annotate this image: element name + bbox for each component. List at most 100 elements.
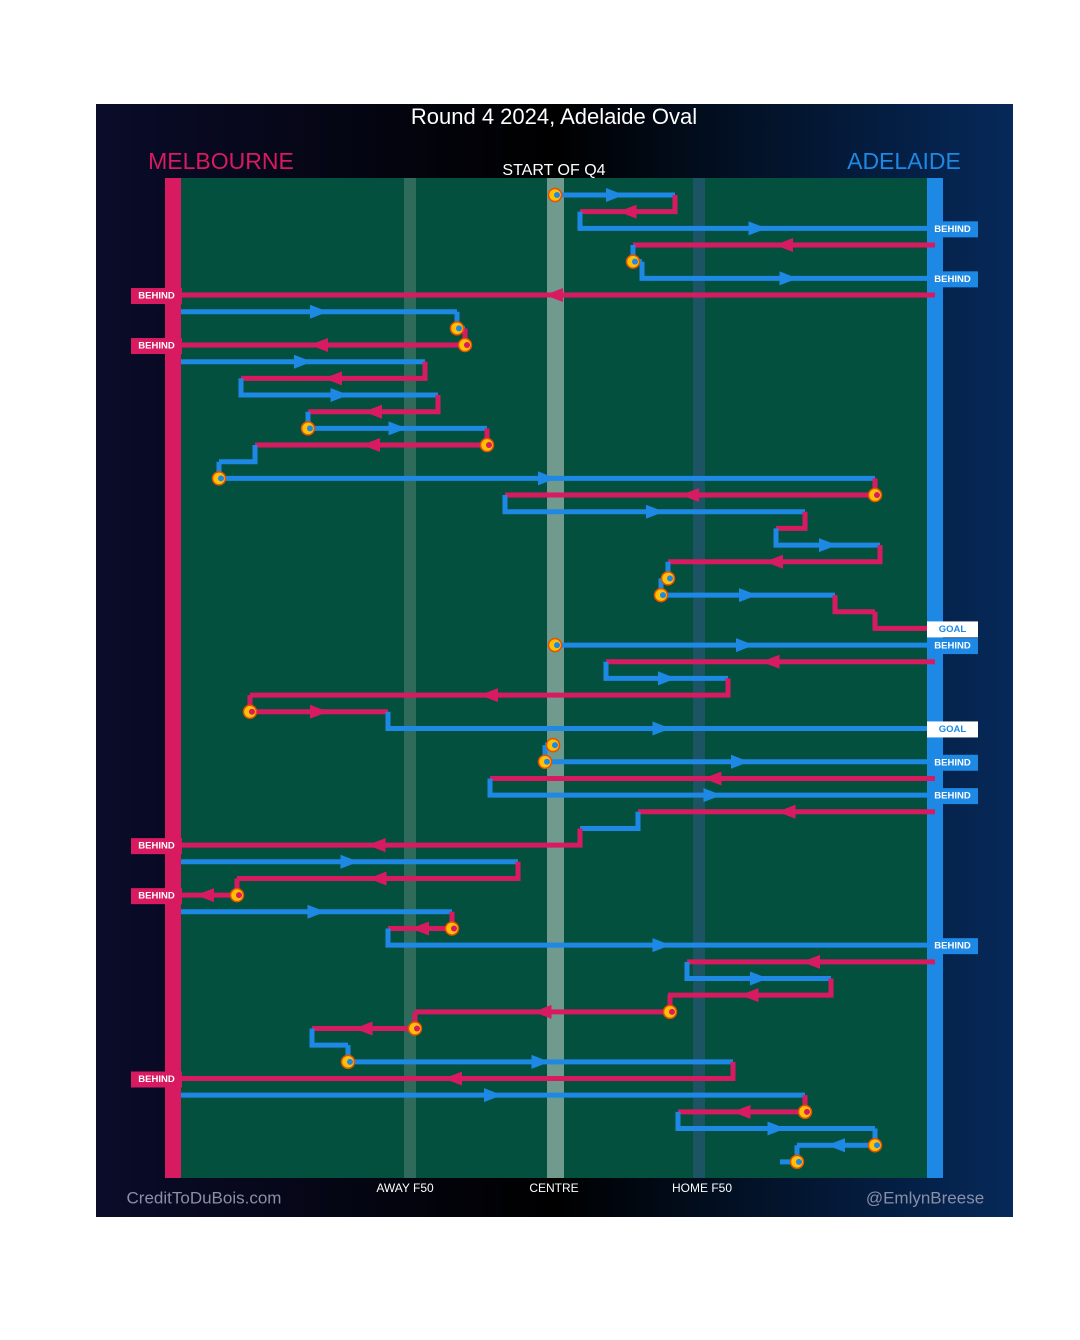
- arrow: [545, 288, 563, 303]
- arrow: [354, 1021, 373, 1036]
- arrow: [658, 671, 676, 686]
- turnover-core: [249, 708, 255, 715]
- arrow: [731, 754, 749, 769]
- arrow: [364, 404, 382, 419]
- turnover-core: [456, 325, 462, 332]
- chains: BEHIND BEHIND BEHIND BEHIND GOAL BEHIND GOAL BE…: [131, 187, 978, 1170]
- result-label: GOAL: [939, 724, 967, 735]
- result-box: [927, 271, 978, 288]
- result-box: [927, 938, 978, 955]
- arrow: [775, 238, 793, 253]
- credit: @EmlynBreese: [866, 1188, 984, 1207]
- arrow: [606, 188, 624, 202]
- marker: HOME F50: [672, 1181, 732, 1195]
- arrow: [480, 688, 498, 703]
- turnover-core: [874, 1142, 880, 1149]
- home-team: MELBOURNE: [148, 148, 294, 174]
- arrow: [388, 421, 407, 436]
- chain: [237, 861, 521, 881]
- result-box: [927, 638, 978, 655]
- chain: [219, 445, 258, 465]
- turnover-core: [451, 925, 457, 932]
- arrow: [340, 854, 359, 869]
- chain: [580, 195, 678, 215]
- turnover-core: [660, 592, 666, 599]
- chain: [872, 611, 935, 631]
- arrow: [652, 721, 671, 736]
- result-box: [927, 221, 978, 238]
- result-box: [131, 838, 182, 855]
- arrow: [827, 1138, 845, 1153]
- arrow: [484, 1088, 502, 1103]
- chain: [309, 1028, 348, 1048]
- melbourne-end: [165, 178, 181, 1178]
- arrow: [196, 888, 214, 903]
- turnover-core: [632, 258, 638, 265]
- arrow: [307, 904, 326, 919]
- arrow: [646, 504, 664, 519]
- arrow: [310, 704, 328, 719]
- arrow: [779, 271, 798, 286]
- period: START OF Q4: [502, 162, 605, 179]
- result-label: BEHIND: [934, 757, 971, 768]
- turnover-core: [236, 892, 242, 899]
- credit: CreditToDuBois.com: [127, 1188, 282, 1207]
- arrow: [739, 588, 757, 603]
- result-box: [927, 721, 978, 738]
- turnover-core: [464, 342, 470, 349]
- result-label: BEHIND: [934, 274, 971, 285]
- arrow: [736, 638, 754, 653]
- turnover-core: [307, 425, 313, 432]
- result-box: [131, 338, 182, 355]
- arrow: [538, 471, 556, 486]
- arrow: [703, 788, 722, 803]
- chain: [502, 495, 805, 515]
- chain: [577, 211, 935, 231]
- result-box: [131, 288, 182, 305]
- chain: [173, 1061, 736, 1082]
- arrow: [765, 554, 783, 569]
- turnover-core: [486, 442, 492, 449]
- result-label: BEHIND: [138, 891, 175, 902]
- arrow: [330, 388, 349, 403]
- chain: [603, 661, 728, 681]
- result-label: BEHIND: [138, 341, 175, 352]
- marker: CENTRE: [529, 1181, 578, 1195]
- arrow: [777, 804, 796, 819]
- chain: [308, 395, 441, 415]
- chain: [639, 261, 935, 281]
- chain: [668, 978, 834, 998]
- chain: [668, 545, 883, 565]
- result-label: BEHIND: [934, 224, 971, 235]
- arrow: [740, 988, 759, 1003]
- result-box: [927, 754, 978, 771]
- result-box: [927, 788, 978, 805]
- chain: [173, 828, 583, 848]
- turnover-core: [554, 192, 560, 198]
- result-label: BEHIND: [934, 641, 971, 652]
- arrow: [681, 488, 699, 503]
- adelaide-end: [927, 178, 943, 1178]
- chain: [487, 778, 935, 798]
- arrow: [368, 871, 387, 886]
- arrow: [802, 954, 820, 969]
- arrow: [324, 371, 342, 386]
- chain: [238, 378, 438, 398]
- turnover-core: [669, 1008, 675, 1015]
- chain: [250, 678, 731, 698]
- arrow: [362, 438, 380, 453]
- turnover-core: [796, 1158, 802, 1165]
- turnover-core: [874, 492, 880, 499]
- result-label: BEHIND: [934, 941, 971, 952]
- arrow: [367, 838, 386, 853]
- chain: [580, 811, 641, 831]
- turnover-core: [552, 742, 558, 749]
- result-label: BEHIND: [138, 291, 175, 302]
- arrow: [294, 354, 312, 369]
- arrow: [310, 304, 328, 319]
- arrow: [652, 938, 671, 953]
- arrow: [411, 921, 429, 936]
- chain: [385, 711, 935, 731]
- turnover-core: [667, 575, 673, 582]
